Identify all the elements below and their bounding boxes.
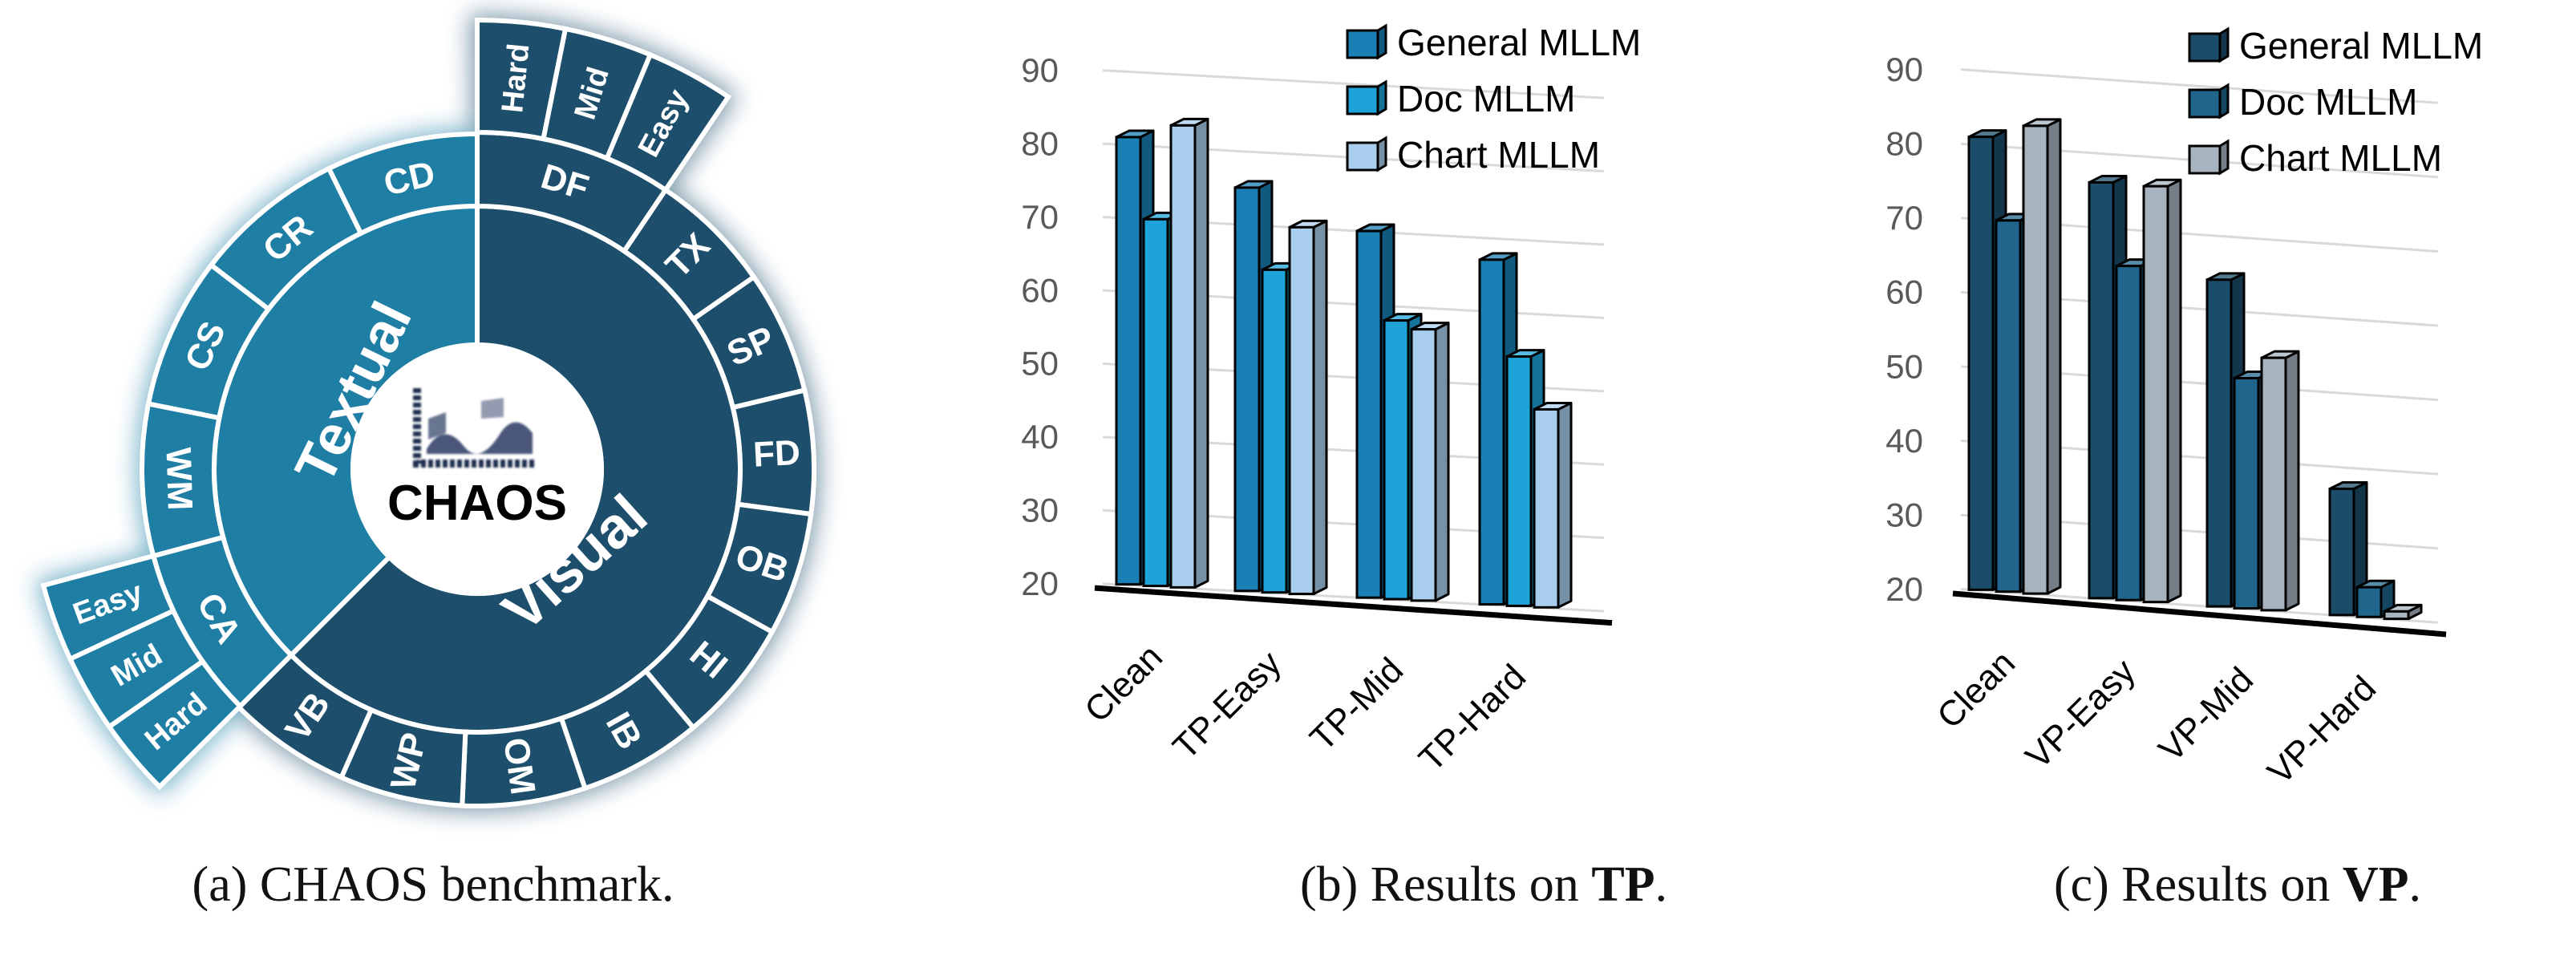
caption-b-prefix: (b) Results on xyxy=(1299,857,1592,912)
tp-ytick-label: 40 xyxy=(1021,418,1059,456)
tp-legend-item: Doc MLLM xyxy=(1346,78,1575,119)
vp-ytick-label: 80 xyxy=(1885,125,1923,163)
visual-segment-label-om: OM xyxy=(496,735,542,797)
vp-bar xyxy=(2383,603,2423,621)
vp-ytick-label: 60 xyxy=(1885,273,1923,311)
vp-legend: General MLLM Doc MLLM Chart MLLM xyxy=(2188,25,2483,179)
caption-c-bold: VP xyxy=(2342,857,2409,912)
vp-bar xyxy=(2328,480,2368,617)
tp-legend-label: General MLLM xyxy=(1397,22,1641,63)
tp-ytick-label: 20 xyxy=(1021,565,1059,602)
center-label: CHAOS xyxy=(387,476,567,531)
chaos-logo-mark xyxy=(413,388,536,468)
vp-ytick-label: 40 xyxy=(1885,422,1923,460)
vp-category-label: VP-Hard xyxy=(2260,668,2384,792)
caption-b: (b) Results on TP. xyxy=(1123,849,1845,921)
caption-b-suffix: . xyxy=(1655,857,1668,912)
tp-ytick-label: 50 xyxy=(1021,345,1059,383)
textual-segment-label-wm: WM xyxy=(158,447,200,511)
tp-floor-axis xyxy=(1094,585,1613,626)
df-level-label-hard: Hard xyxy=(496,42,536,114)
tp-legend-label: Doc MLLM xyxy=(1397,78,1575,119)
vp-category-label: VP-Easy xyxy=(2018,651,2143,776)
vp-legend-label: General MLLM xyxy=(2239,25,2483,67)
vp-ytick-label: 30 xyxy=(1885,496,1923,533)
tp-ytick-label: 80 xyxy=(1021,124,1059,162)
vp-category-label: VP-Mid xyxy=(2151,660,2261,770)
tp-legend: General MLLM Doc MLLM Chart MLLM xyxy=(1346,22,1641,176)
tp-category-label: TP-Hard xyxy=(1412,657,1533,779)
visual-segment-label-fd: FD xyxy=(752,433,801,475)
tp-ytick-label: 60 xyxy=(1021,271,1059,309)
vp-ytick-label: 90 xyxy=(1885,51,1923,88)
caption-a: (a) CHAOS benchmark. xyxy=(192,857,674,912)
vp-bars xyxy=(1967,118,2423,621)
tp-bar xyxy=(1410,322,1450,602)
tp-bar xyxy=(1288,219,1328,596)
df-level-easy xyxy=(603,51,732,193)
caption-c-prefix: (c) Results on xyxy=(2053,857,2343,912)
tp-category-label: TP-Easy xyxy=(1165,644,1289,768)
vp-legend-item: Chart MLLM xyxy=(2188,137,2442,179)
vp-legend-item: General MLLM xyxy=(2188,25,2483,67)
tp-legend-item: Chart MLLM xyxy=(1346,134,1600,176)
vp-legend-label: Doc MLLM xyxy=(2239,81,2417,123)
caption-b-bold: TP xyxy=(1591,857,1655,912)
tp-category-label: Clean xyxy=(1077,637,1170,730)
ca-level-mid xyxy=(67,607,206,731)
vp-bar xyxy=(2022,118,2062,595)
tp-ytick-label: 90 xyxy=(1021,51,1059,89)
caption-c: (c) Results on VP. xyxy=(1909,849,2566,921)
ca-level-easy xyxy=(40,553,177,662)
tp-legend-item: General MLLM xyxy=(1346,22,1641,63)
tp-category-label: TP-Mid xyxy=(1302,650,1411,759)
tp-bar xyxy=(1169,117,1209,589)
tp-ytick-label: 30 xyxy=(1021,492,1059,529)
tp-bar xyxy=(1533,401,1573,609)
tp-ytick-label: 70 xyxy=(1021,198,1059,236)
vp-category-label: Clean xyxy=(1930,643,2023,736)
vp-ytick-label: 70 xyxy=(1885,199,1923,237)
tp-bars xyxy=(1115,117,1573,609)
vp-legend-item: Doc MLLM xyxy=(2188,81,2417,123)
sunburst-rings xyxy=(40,17,816,808)
tp-gridline xyxy=(1102,69,1605,99)
vp-ytick-label: 20 xyxy=(1885,570,1923,608)
vp-legend-label: Chart MLLM xyxy=(2239,137,2442,179)
vp-bar xyxy=(2260,350,2300,612)
caption-c-suffix: . xyxy=(2408,857,2422,912)
vp-bar xyxy=(2142,178,2182,604)
ca-level-hard xyxy=(106,658,244,791)
vp-floor-axis xyxy=(1952,590,2447,638)
tp-legend-label: Chart MLLM xyxy=(1397,134,1600,176)
vp-gridline xyxy=(1960,68,2439,104)
vp-ytick-label: 50 xyxy=(1885,347,1923,385)
